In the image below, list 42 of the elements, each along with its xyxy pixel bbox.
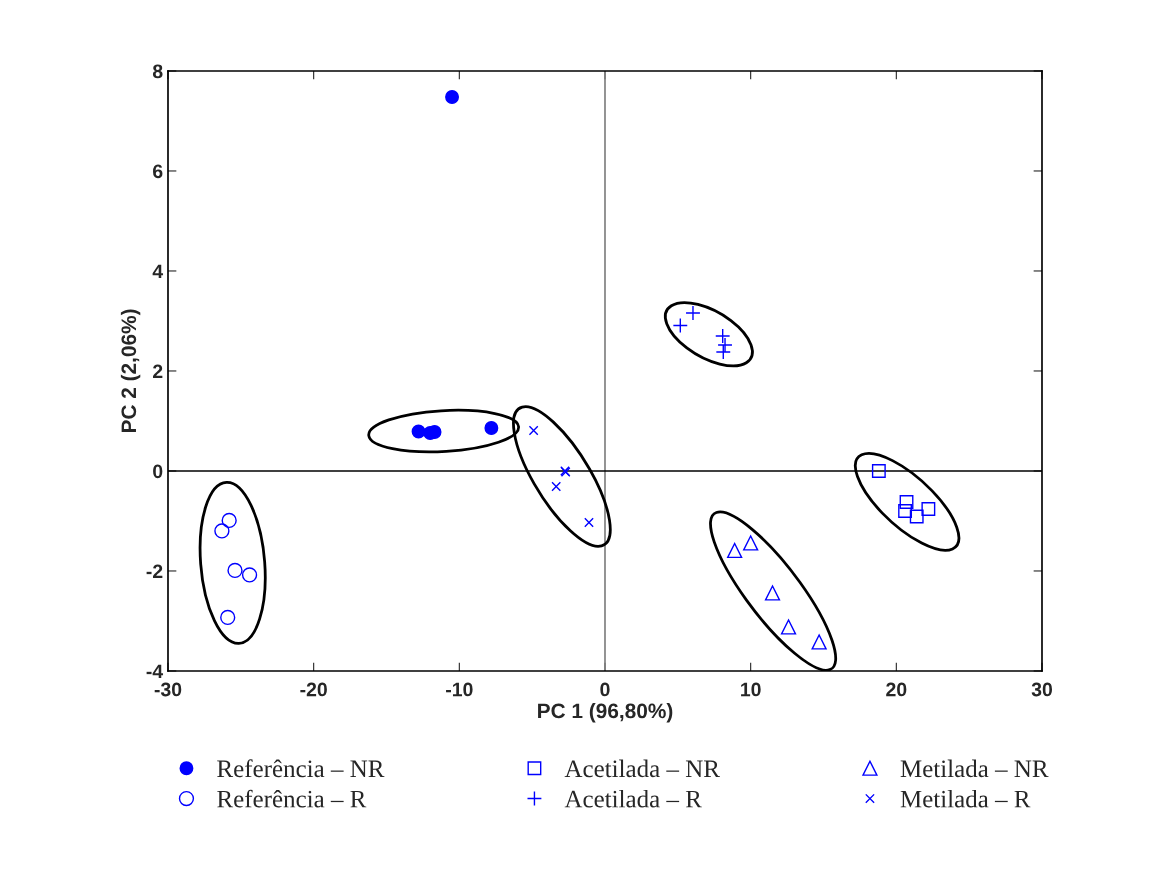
point [221,512,237,529]
point [672,317,688,334]
legend-label: Referência – R [217,789,367,808]
legend-label: Metilada – NR [900,759,1049,778]
point [411,424,426,439]
point [727,542,743,559]
point [220,609,236,626]
legend-label: Referência – NR [217,759,385,778]
y-axis-title: PC 2 (2,06%) [120,309,141,433]
y-tick-label: -4 [146,664,164,679]
point [241,567,258,583]
x-tick-label: 20 [886,682,907,697]
point [871,464,886,478]
y-tick-label: 8 [152,64,163,79]
legend-label: Acetilada – NR [564,759,720,778]
point [743,535,759,551]
y-tick-label: 6 [153,164,163,179]
x-axis-title: PC 1 (96,80%) [538,702,673,723]
x-tick-label: -10 [446,682,473,697]
point [445,90,459,104]
y-tick-label: 2 [153,364,163,379]
y-tick-label: -2 [146,564,163,579]
point [584,517,594,528]
y-tick-label: 0 [153,464,163,479]
y-tick-label: 4 [152,264,164,279]
x-tick-label: 30 [1031,682,1053,697]
point [214,523,230,539]
point [811,634,827,650]
x-tick-label: -20 [300,682,327,697]
point [909,509,924,524]
point [921,502,936,516]
x-tick-label: -30 [154,682,182,697]
point [764,585,781,601]
legend-label: Acetilada – R [564,789,702,808]
point [484,421,499,435]
x-tick-label: 10 [741,682,761,697]
x-tick-label: 0 [600,682,610,697]
point [227,562,243,579]
point [780,619,797,635]
point [551,481,562,492]
legend-label: Metilada – R [900,789,1031,808]
point [528,425,539,436]
